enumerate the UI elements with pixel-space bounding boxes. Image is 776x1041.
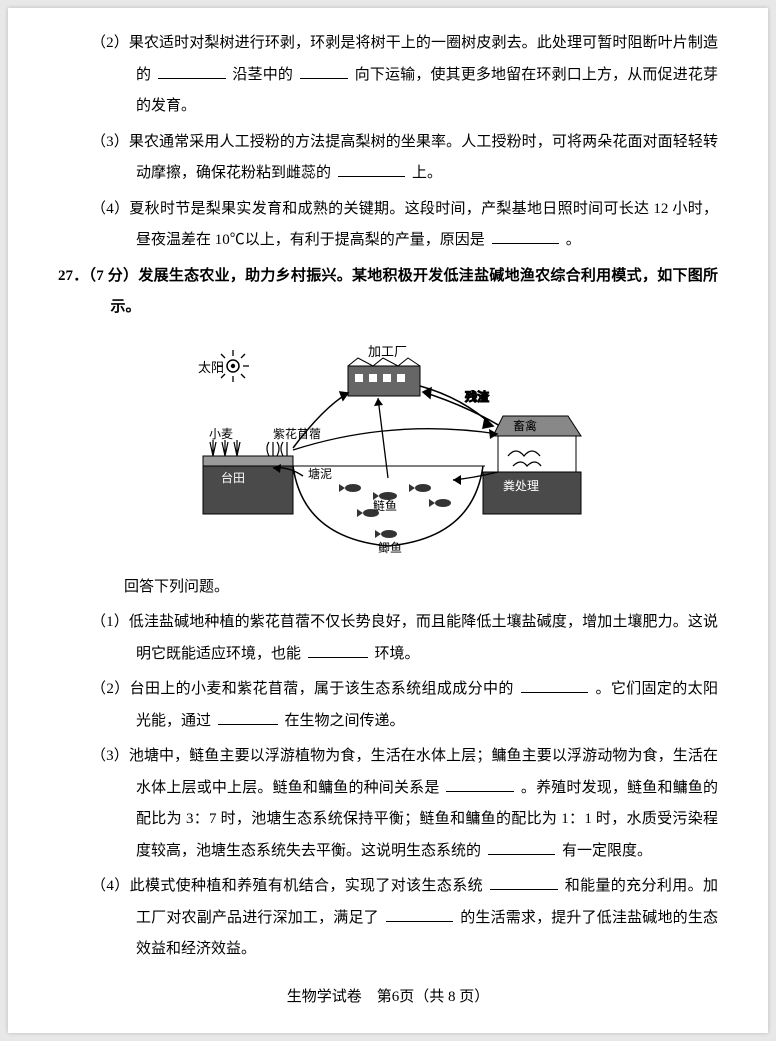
jiyu-label: 鲫鱼 [378,541,402,555]
blank-26-3 [338,161,406,178]
factory-label: 加工厂 [368,344,407,359]
blank-27-1 [308,641,368,658]
q27-answer-head: 回答下列问题。 [91,572,718,604]
q27-header-text: 27．（7 分）发展生态农业，助力乡村振兴。某地积极开发低洼盐碱地渔农综合利用模… [58,268,718,316]
livestock-label: 畜禽 [513,418,537,433]
blank-27-3a [446,775,514,792]
blank-26-2b [300,62,348,79]
tangni-label: 塘泥 [308,466,332,481]
q26-p3: （3）果农通常采用人工授粉的方法提高梨树的坐果率。人工授粉时，可将两朵花面对面轻… [91,127,718,190]
taitian-label: 台田 [221,470,245,485]
q27-header: 27．（7 分）发展生态农业，助力乡村振兴。某地积极开发低洼盐碱地渔农综合利用模… [58,261,718,324]
q27-p1a-text: 环境。 [375,646,420,662]
page-footer: 生物学试卷 第6页（共 8 页） [58,982,718,1014]
q27-answer-head-text: 回答下列问题。 [124,579,229,595]
footer-text: 生物学试卷 第6页（共 8 页） [287,989,490,1005]
q27-p4-text: （4）此模式使种植和养殖有机结合，实现了对该生态系统 [91,878,483,894]
blank-27-3b [488,838,556,855]
eco-diagram: 太阳 加工厂 残渣 畜禽 [58,338,718,558]
barn-icon: 畜禽 [493,416,581,472]
q27-p2: （2）台田上的小麦和紫花苜蓿，属于该生态系统组成成分中的 。它们固定的太阳光能，… [91,674,718,737]
residue-label: 残渣 [465,390,489,404]
q26-p2a-text: 沿茎中的 [232,67,293,83]
blank-27-4b [386,905,454,922]
q27-p3: （3）池塘中，鲢鱼主要以浮游植物为食，生活在水体上层；鳙鱼主要以浮游动物为食，生… [91,741,718,867]
q27-p3b-text: 有一定限度。 [562,843,652,859]
blank-26-2a [158,62,226,79]
sun-label: 太阳 [198,360,224,375]
q26-p4-text: （4）夏秋时节是梨果实发育和成熟的关键期。这段时间，产梨基地日照时间可长达 12… [91,201,718,249]
blank-26-4 [492,228,560,245]
q27-p4: （4）此模式使种植和养殖有机结合，实现了对该生态系统 和能量的充分利用。加工厂对… [91,871,718,966]
factory-icon: 加工厂 [348,344,420,396]
q26-p4: （4）夏秋时节是梨果实发育和成熟的关键期。这段时间，产梨基地日照时间可长达 12… [91,194,718,257]
q26-p2: （2）果农适时对梨树进行环剥，环剥是将树干上的一圈树皮剥去。此处理可暂时阻断叶片… [91,28,718,123]
fenchuli-label: 粪处理 [503,479,539,493]
q27-p2-text: （2）台田上的小麦和紫花苜蓿，属于该生态系统组成成分中的 [91,681,514,697]
q27-p2b-text: 在生物之间传递。 [285,713,405,729]
q26-p4a-text: 。 [566,232,581,248]
blank-27-2a [521,677,589,694]
exam-page: （2）果农适时对梨树进行环剥，环剥是将树干上的一圈树皮剥去。此处理可暂时阻断叶片… [8,8,768,1033]
blank-27-2b [218,708,278,725]
q27-p1: （1）低洼盐碱地种植的紫花苜蓿不仅长势良好，而且能降低土壤盐碱度，增加土壤肥力。… [91,607,718,670]
blank-27-4a [490,874,558,891]
zihua-label: 紫花苜蓿 [273,426,321,441]
lianyu-label: 鲢鱼 [373,498,397,513]
q26-p3a-text: 上。 [412,165,442,181]
xiaomai-label: 小麦 [209,427,233,441]
